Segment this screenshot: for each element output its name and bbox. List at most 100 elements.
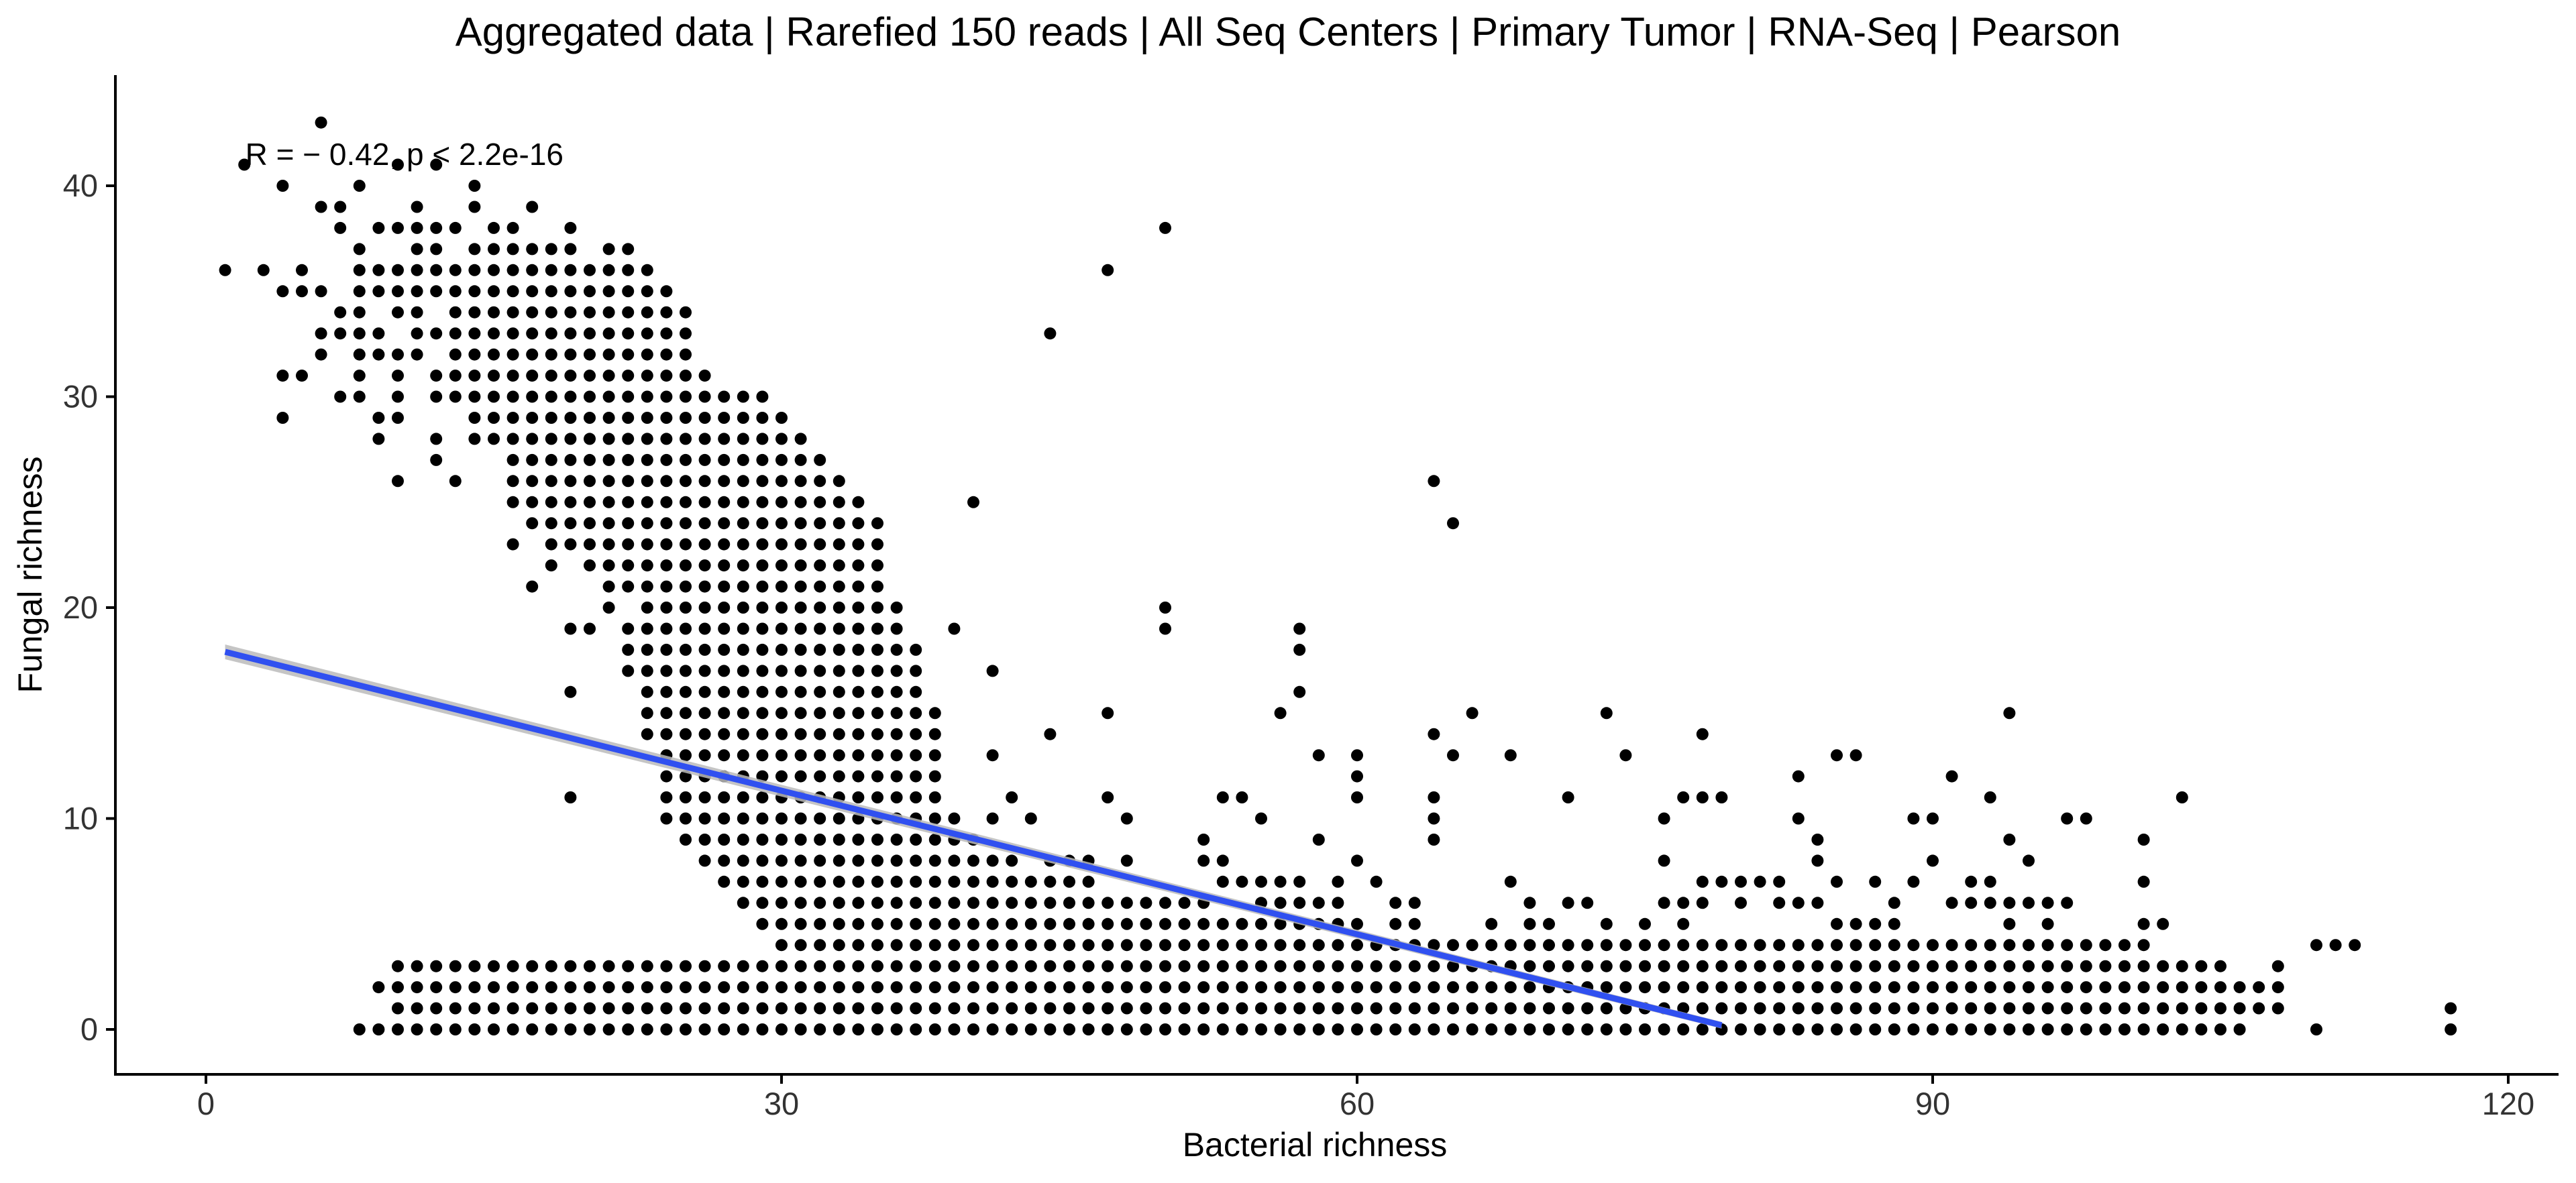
data-point bbox=[1140, 981, 1152, 994]
data-point bbox=[1735, 960, 1747, 972]
data-point bbox=[1792, 770, 1805, 783]
data-point bbox=[737, 390, 749, 403]
data-point bbox=[526, 1023, 539, 1035]
data-point bbox=[660, 622, 673, 635]
data-point bbox=[698, 1002, 711, 1015]
data-point bbox=[296, 370, 308, 382]
data-point bbox=[756, 412, 769, 424]
data-point bbox=[468, 1023, 481, 1035]
data-point bbox=[449, 306, 462, 319]
data-point bbox=[1927, 939, 1939, 952]
data-point bbox=[986, 665, 999, 677]
data-point bbox=[737, 875, 749, 888]
data-point bbox=[1293, 643, 1306, 656]
data-point bbox=[1543, 917, 1555, 930]
data-point bbox=[1293, 960, 1306, 972]
data-point bbox=[1428, 1002, 1440, 1015]
data-point bbox=[833, 707, 845, 720]
data-point bbox=[545, 370, 557, 382]
x-axis-label: Bacterial richness bbox=[1183, 1126, 1448, 1164]
data-point bbox=[718, 643, 731, 656]
data-point bbox=[2176, 791, 2188, 803]
data-point bbox=[1466, 939, 1479, 952]
data-point bbox=[852, 685, 865, 698]
data-point bbox=[1197, 981, 1210, 994]
data-point bbox=[584, 622, 596, 635]
data-point bbox=[2118, 1023, 2131, 1035]
data-point bbox=[468, 180, 481, 192]
data-point bbox=[737, 475, 749, 488]
data-point bbox=[718, 496, 731, 508]
data-point bbox=[353, 370, 366, 382]
data-point bbox=[1389, 917, 1402, 930]
data-point bbox=[2099, 960, 2112, 972]
data-point bbox=[680, 981, 692, 994]
data-point bbox=[871, 602, 883, 614]
data-point bbox=[986, 854, 999, 867]
data-point bbox=[584, 348, 596, 361]
data-point bbox=[1044, 960, 1057, 972]
data-point bbox=[833, 897, 845, 909]
data-point bbox=[238, 158, 251, 171]
data-point bbox=[468, 264, 481, 276]
data-point bbox=[871, 580, 883, 593]
data-point bbox=[1562, 1023, 1574, 1035]
data-point bbox=[814, 770, 826, 783]
data-point bbox=[1811, 960, 1824, 972]
data-point bbox=[775, 538, 788, 551]
data-point bbox=[449, 1002, 462, 1015]
data-point bbox=[737, 580, 749, 593]
data-point bbox=[1024, 897, 1037, 909]
data-point bbox=[2445, 1002, 2457, 1015]
data-point bbox=[928, 770, 941, 783]
data-point bbox=[890, 897, 903, 909]
data-point bbox=[1216, 939, 1229, 952]
data-point bbox=[833, 960, 845, 972]
data-point bbox=[775, 854, 788, 867]
data-point bbox=[2118, 1002, 2131, 1015]
data-point bbox=[986, 939, 999, 952]
data-point bbox=[680, 812, 692, 825]
data-point bbox=[680, 602, 692, 614]
data-point bbox=[545, 538, 557, 551]
data-point bbox=[1255, 875, 1267, 888]
data-point bbox=[718, 834, 731, 846]
data-point bbox=[756, 854, 769, 867]
data-point bbox=[737, 812, 749, 825]
data-point bbox=[2061, 960, 2074, 972]
data-point bbox=[698, 538, 711, 551]
y-tick-label: 20 bbox=[63, 589, 98, 625]
data-point bbox=[833, 1002, 845, 1015]
data-point bbox=[718, 749, 731, 762]
data-point bbox=[602, 496, 615, 508]
data-point bbox=[890, 939, 903, 952]
data-point bbox=[622, 264, 635, 276]
data-point bbox=[1907, 981, 1920, 994]
data-point bbox=[545, 475, 557, 488]
data-point bbox=[1274, 897, 1287, 909]
data-point bbox=[680, 433, 692, 445]
data-point bbox=[1312, 897, 1325, 909]
data-point bbox=[1658, 960, 1670, 972]
data-point bbox=[910, 875, 922, 888]
data-point bbox=[756, 834, 769, 846]
data-point bbox=[1197, 1023, 1210, 1035]
data-point bbox=[506, 981, 519, 994]
data-point bbox=[1735, 1002, 1747, 1015]
data-point bbox=[1927, 1023, 1939, 1035]
data-point bbox=[584, 981, 596, 994]
data-point bbox=[1696, 1002, 1709, 1015]
data-point bbox=[276, 180, 289, 192]
data-point bbox=[1370, 1002, 1383, 1015]
data-point bbox=[1792, 960, 1805, 972]
data-point bbox=[698, 559, 711, 572]
data-point bbox=[1677, 917, 1690, 930]
data-point bbox=[814, 939, 826, 952]
data-point bbox=[1236, 960, 1248, 972]
data-point bbox=[449, 370, 462, 382]
data-point bbox=[1888, 1023, 1900, 1035]
data-point bbox=[1639, 981, 1651, 994]
data-point bbox=[622, 981, 635, 994]
data-point bbox=[680, 685, 692, 698]
data-point bbox=[641, 559, 653, 572]
